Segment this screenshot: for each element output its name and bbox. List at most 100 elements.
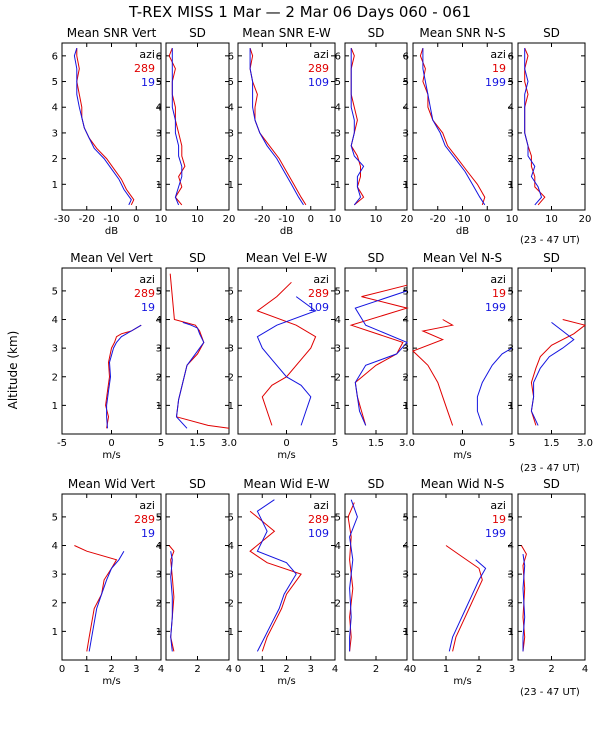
x-tick-label: 1 [259,664,265,675]
y-tick-label: 1 [228,401,234,412]
y-tick-label: 1 [52,180,58,191]
x-tick-label: 0 [484,214,490,225]
y-tick-label: 5 [403,286,409,297]
y-tick-label: 2 [403,598,409,609]
panel-title: SD [189,251,206,265]
y-tick-label: 6 [228,51,234,62]
legend-red-azimuth: 289 [308,513,329,526]
y-tick-label: 5 [335,512,341,523]
y-tick-label: 5 [228,286,234,297]
y-tick-label: 3 [335,570,341,581]
y-tick-label: 1 [52,401,58,412]
y-tick-label: 4 [228,541,234,552]
ut-note-snr: (23 - 47 UT) [520,235,580,246]
legend-blue-azimuth: 19 [141,527,155,540]
x-tick-label: 0 [133,214,139,225]
y-tick-label: 3 [156,128,162,139]
axes-frame [412,493,513,661]
ut-note-wid: (23 - 47 UT) [520,687,580,698]
y-tick-label: 4 [156,315,162,326]
y-tick-label: 2 [403,154,409,165]
legend-title: azi [490,499,506,512]
y-tick-label: 3 [508,128,514,139]
series-line-blue-109 [354,290,408,426]
series-line-blue-19 [88,550,125,652]
y-tick-label: 2 [335,598,341,609]
y-tick-label: 3 [228,570,234,581]
x-tick-label: 3 [509,664,515,675]
panel-snr-3: SD 1 2 3 4 5 6 10 20 [335,26,414,225]
y-tick-label: 3 [52,344,58,355]
y-tick-label: 1 [508,401,514,412]
legend-title: azi [139,273,155,286]
y-tick-label: 1 [228,180,234,191]
altitude-axis-label: Altitude (km) [6,331,20,410]
y-tick-label: 3 [508,344,514,355]
y-tick-label: 4 [228,315,234,326]
panel-title: SD [543,251,560,265]
x-tick-label: 3 [308,664,314,675]
y-tick-label: 2 [228,154,234,165]
series-line-red-19 [530,319,587,426]
series-line-blue-19 [175,321,205,429]
panel-vel-3: SD 1 2 3 4 5 1.5 3.0 [335,251,415,449]
legend-blue-azimuth: 109 [308,527,329,540]
y-tick-label: 3 [335,128,341,139]
series-line-blue-19 [73,47,132,206]
panel-title: Mean Wid E-W [243,477,329,491]
y-tick-label: 4 [52,103,58,114]
axes-frame [517,42,586,211]
legend-red-azimuth: 19 [492,287,506,300]
y-tick-label: 6 [52,51,58,62]
y-tick-label: 2 [228,598,234,609]
y-tick-label: 3 [228,344,234,355]
x-tick-label: 2 [373,664,379,675]
legend-red-azimuth: 289 [134,62,155,75]
x-tick-label: -20 [79,214,95,225]
x-tick-label: 4 [332,664,338,675]
x-tick-label: 1.5 [190,438,206,449]
x-tick-label: 10 [506,214,519,225]
x-tick-label: 1 [443,664,449,675]
panel-title: SD [189,477,206,491]
panel-vel-5: SD 1 2 3 4 5 1.5 3.0 [508,251,593,449]
x-tick-label: 0 [59,664,65,675]
x-tick-label: -20 [430,214,446,225]
series-line-red-289 [169,273,230,429]
series-line-blue-199 [422,48,486,206]
series-line-blue-19 [170,551,173,652]
legend-red-azimuth: 289 [308,62,329,75]
axes-frame [165,493,230,661]
series-line-red-289 [168,545,175,652]
axes-frame [517,493,586,661]
x-axis-label: dB [280,226,293,237]
y-tick-label: 1 [403,627,409,638]
y-tick-label: 4 [508,103,514,114]
legend-title: azi [313,499,329,512]
legend-blue-azimuth: 199 [485,527,506,540]
panel-title: SD [368,477,385,491]
y-tick-label: 5 [508,512,514,523]
panel-title: Mean Vel E-W [246,251,328,265]
x-axis-label: m/s [277,450,295,461]
panel-vel-1: SD 1 2 3 4 5 1.5 3.0 [156,251,237,449]
series-line-red-289 [249,510,302,652]
x-tick-label: 4 [582,664,588,675]
series-line-blue-19 [171,48,183,206]
x-tick-label: 20 [401,214,414,225]
axes-frame [517,267,586,435]
legend-title: azi [490,273,506,286]
panel-wid-1: SD 1 2 3 4 5 2 4 [156,477,233,675]
y-tick-label: 5 [52,286,58,297]
legend-blue-azimuth: 19 [141,76,155,89]
panel-title: Mean Vel Vert [70,251,153,265]
y-tick-label: 2 [335,154,341,165]
y-tick-label: 4 [52,541,58,552]
x-tick-label: 2 [476,664,482,675]
y-tick-label: 5 [228,77,234,88]
panel-title: SD [189,26,206,40]
x-tick-label: -20 [254,214,270,225]
